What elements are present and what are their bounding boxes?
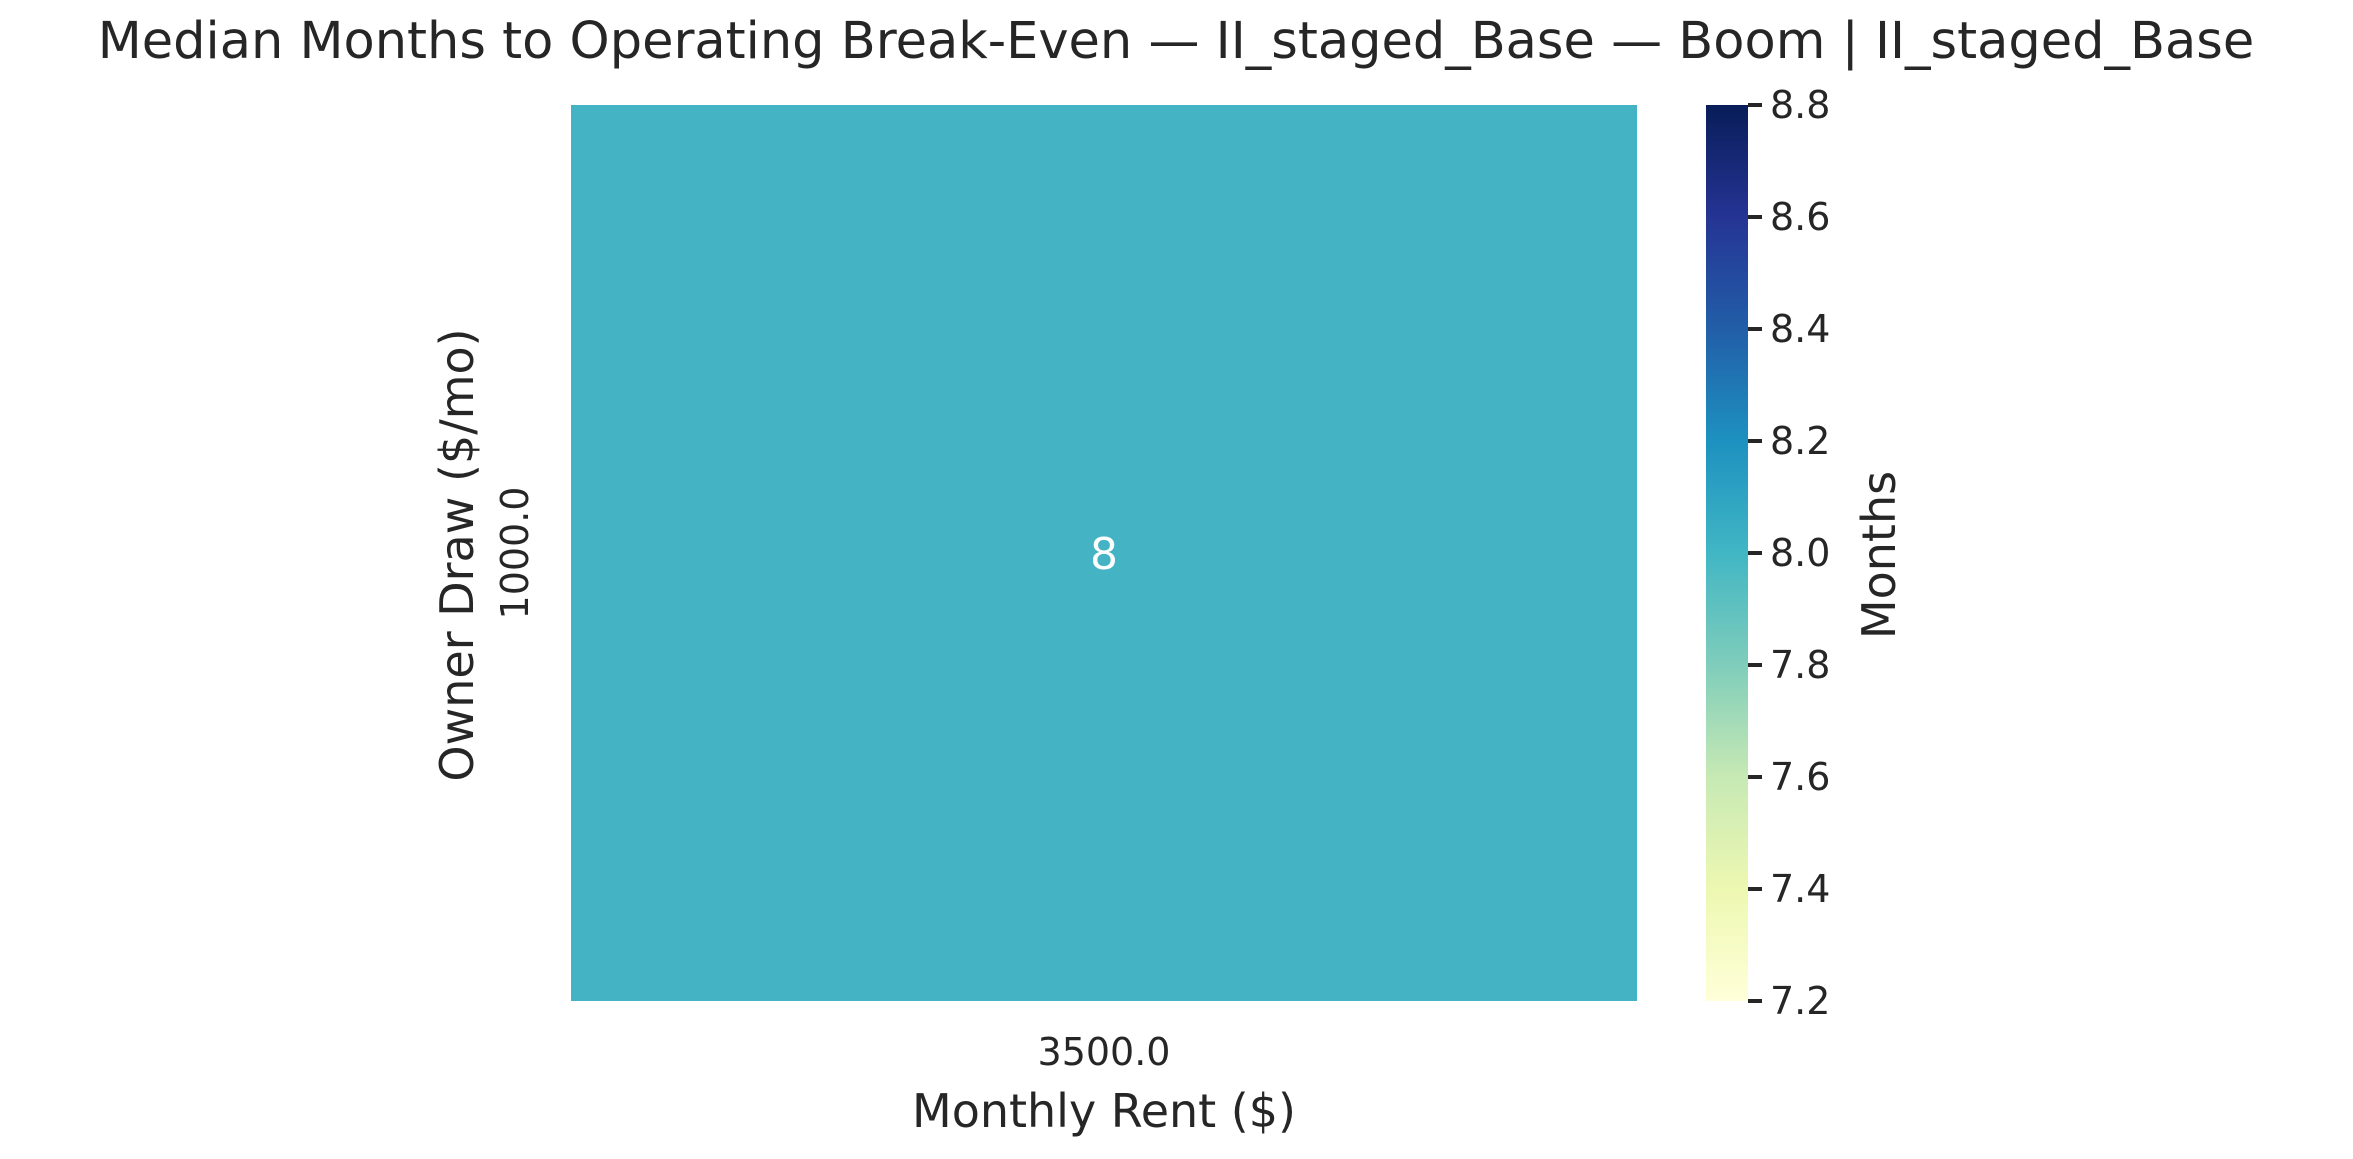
x-axis-label: Monthly Rent ($) [912, 1084, 1296, 1138]
x-tick-label: 3500.0 [1038, 1030, 1171, 1074]
heatmap-cells: 8 [571, 105, 1637, 1001]
colorbar-tick-label: 7.2 [1770, 979, 1830, 1023]
colorbar-tick-label: 8.6 [1770, 195, 1830, 239]
y-tick-label: 1000.0 [493, 487, 537, 620]
y-tick-labels: 1000.0 [493, 487, 537, 620]
colorbar-tick-label: 8.0 [1770, 531, 1830, 575]
y-axis-label: Owner Draw ($/mo) [430, 328, 484, 781]
colorbar-tick-label: 8.8 [1770, 83, 1830, 127]
cell-annotation: 8 [1090, 529, 1118, 580]
heatmap-cell [571, 105, 1637, 1001]
colorbar-label: Months [1852, 471, 1906, 639]
colorbar-tick-label: 8.2 [1770, 419, 1830, 463]
colorbar-tick-label: 7.4 [1770, 867, 1830, 911]
colorbar-tick-label: 8.4 [1770, 307, 1830, 351]
colorbar-tick-label: 7.8 [1770, 643, 1830, 687]
colorbar [1706, 105, 1748, 1001]
x-tick-labels: 3500.0 [1038, 1030, 1171, 1074]
colorbar-ticks: 7.2 7.4 7.6 7.8 8.0 8.2 8.4 8.6 8.8 [1748, 83, 1830, 1023]
chart-title: Median Months to Operating Break-Even — … [98, 12, 2254, 71]
colorbar-tick-label: 7.6 [1770, 755, 1830, 799]
